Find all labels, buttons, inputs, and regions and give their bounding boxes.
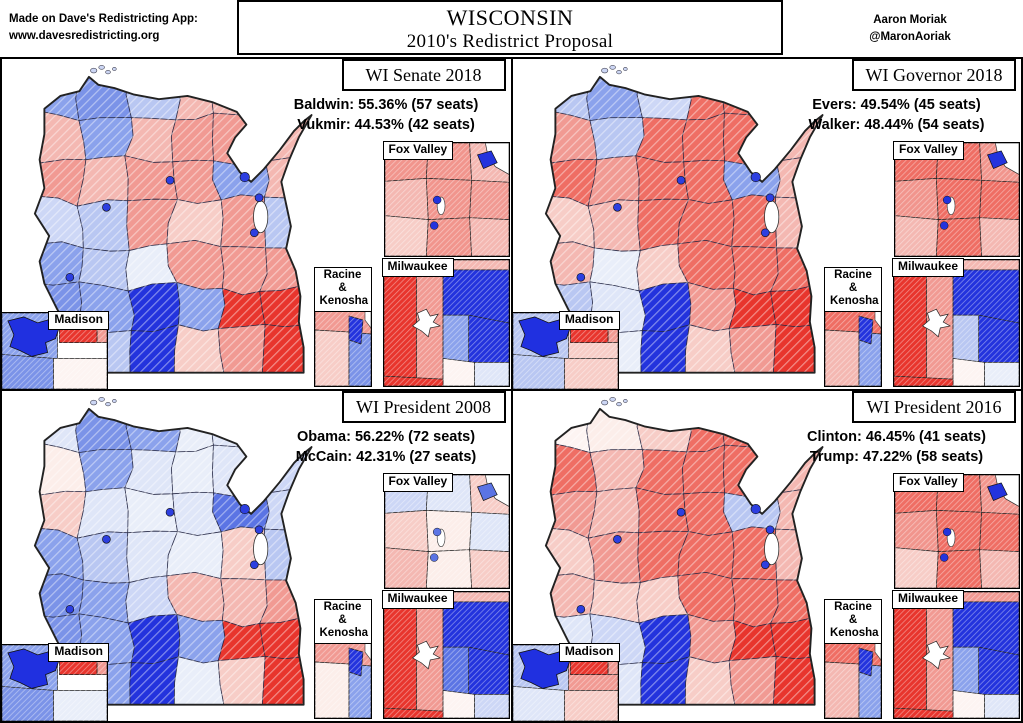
- inset-racine-kenosha: Racine & Kenosha: [824, 267, 882, 387]
- racine-kenosha-label: Racine & Kenosha: [313, 599, 372, 644]
- fox-valley-label: Fox Valley: [893, 141, 964, 160]
- stat-line-dem: Evers: 49.54% (45 seats): [812, 97, 981, 113]
- milwaukee-label: Milwaukee: [381, 258, 454, 277]
- inset-milwaukee: Milwaukee: [892, 258, 1020, 387]
- stat-line-dem: Baldwin: 55.36% (57 seats): [293, 97, 479, 113]
- fox-valley-label: Fox Valley: [893, 473, 964, 492]
- inset-madison: Madison: [2, 643, 109, 721]
- result-stats: Obama: 56.22% (72 seats) McCain: 42.31% …: [264, 427, 509, 468]
- racine-kenosha-label: Racine & Kenosha: [824, 599, 882, 644]
- quadrant-title-president-2008: WI President 2008: [341, 391, 506, 423]
- state-map-president-2008: [4, 393, 344, 719]
- author-handle: @MaronAoriak: [869, 31, 951, 44]
- state-map-governor-2018: [515, 61, 855, 387]
- quadrant-wi-senate-2018: WI Senate 2018 Baldwin: 55.36% (57 seats…: [2, 59, 511, 389]
- stat-line-rep: Trump: 47.22% (58 seats): [809, 449, 984, 466]
- racine-kenosha-map: [313, 631, 372, 719]
- fox-valley-label: Fox Valley: [382, 473, 454, 492]
- fox-valley-map: [894, 142, 1020, 257]
- inset-fox-valley: Fox Valley: [893, 473, 1020, 589]
- racine-kenosha-label: Racine & Kenosha: [824, 267, 882, 312]
- inset-fox-valley: Fox Valley: [382, 473, 510, 589]
- racine-kenosha-label: Racine & Kenosha: [313, 267, 372, 312]
- quadrant-wi-governor-2018: WI Governor 2018 Evers: 49.54% (45 seats…: [512, 59, 1021, 389]
- quadrant-title-senate-2018: WI Senate 2018: [341, 59, 506, 91]
- fox-valley-label: Fox Valley: [382, 141, 454, 160]
- milwaukee-map: [382, 591, 510, 719]
- result-stats: Baldwin: 55.36% (57 seats) Vukmir: 44.53…: [264, 95, 509, 136]
- inset-fox-valley: Fox Valley: [382, 141, 510, 257]
- inset-milwaukee: Milwaukee: [892, 590, 1020, 719]
- result-stats: Evers: 49.54% (45 seats) Walker: 48.44% …: [774, 95, 1019, 136]
- madison-label: Madison: [558, 643, 620, 662]
- racine-kenosha-map: [313, 299, 372, 387]
- quadrant-title-president-2016: WI President 2016: [852, 391, 1016, 423]
- header: Made on Dave's Redistricting App: www.da…: [0, 0, 1023, 57]
- attribution: Made on Dave's Redistricting App: www.da…: [9, 11, 198, 46]
- inset-madison: Madison: [2, 311, 109, 389]
- inset-fox-valley: Fox Valley: [893, 141, 1020, 257]
- inset-racine-kenosha: Racine & Kenosha: [313, 599, 372, 719]
- inset-milwaukee: Milwaukee: [381, 590, 510, 719]
- milwaukee-map: [893, 591, 1020, 719]
- madison-map: [2, 312, 108, 389]
- inset-racine-kenosha: Racine & Kenosha: [313, 267, 372, 387]
- madison-label: Madison: [48, 643, 109, 662]
- stat-line-dem: Obama: 56.22% (72 seats): [296, 429, 476, 445]
- madison-label: Madison: [48, 311, 109, 330]
- result-stats: Clinton: 46.45% (41 seats) Trump: 47.22%…: [774, 427, 1019, 468]
- stat-line-rep: Walker: 48.44% (54 seats): [808, 117, 985, 134]
- madison-label: Madison: [558, 311, 620, 330]
- attribution-url: www.davesredistricting.org: [9, 30, 160, 43]
- author-credit: Aaron Moriak @MaronAoriak: [820, 12, 1000, 47]
- inset-milwaukee: Milwaukee: [381, 258, 510, 387]
- main-title-box: WISCONSIN 2010's Redistrict Proposal: [237, 0, 783, 55]
- fox-valley-map: [383, 474, 510, 589]
- page-title: WISCONSIN: [446, 5, 574, 30]
- milwaukee-label: Milwaukee: [892, 590, 965, 609]
- stat-line-rep: Vukmir: 44.53% (42 seats): [297, 117, 475, 134]
- stat-line-rep: McCain: 42.31% (27 seats): [295, 449, 477, 466]
- racine-kenosha-map: [824, 631, 882, 719]
- inset-madison: Madison: [512, 643, 620, 721]
- fox-valley-map: [894, 474, 1020, 589]
- attribution-line1: Made on Dave's Redistricting App:: [9, 13, 198, 25]
- inset-racine-kenosha: Racine & Kenosha: [824, 599, 882, 719]
- stat-line-dem: Clinton: 46.45% (41 seats): [807, 429, 986, 445]
- inset-madison: Madison: [512, 311, 620, 389]
- quadrant-wi-president-2016: WI President 2016 Clinton: 46.45% (41 se…: [512, 391, 1021, 721]
- quadrant-grid: WI Senate 2018 Baldwin: 55.36% (57 seats…: [0, 57, 1023, 723]
- milwaukee-map: [893, 259, 1020, 387]
- milwaukee-map: [382, 259, 510, 387]
- quadrant-wi-president-2008: WI President 2008 Obama: 56.22% (72 seat…: [2, 391, 511, 721]
- milwaukee-label: Milwaukee: [892, 258, 965, 277]
- quadrant-title-governor-2018: WI Governor 2018: [852, 59, 1016, 91]
- milwaukee-label: Milwaukee: [381, 590, 454, 609]
- author-name: Aaron Moriak: [873, 14, 947, 26]
- page-subtitle: 2010's Redistrict Proposal: [406, 31, 614, 52]
- racine-kenosha-map: [824, 299, 882, 387]
